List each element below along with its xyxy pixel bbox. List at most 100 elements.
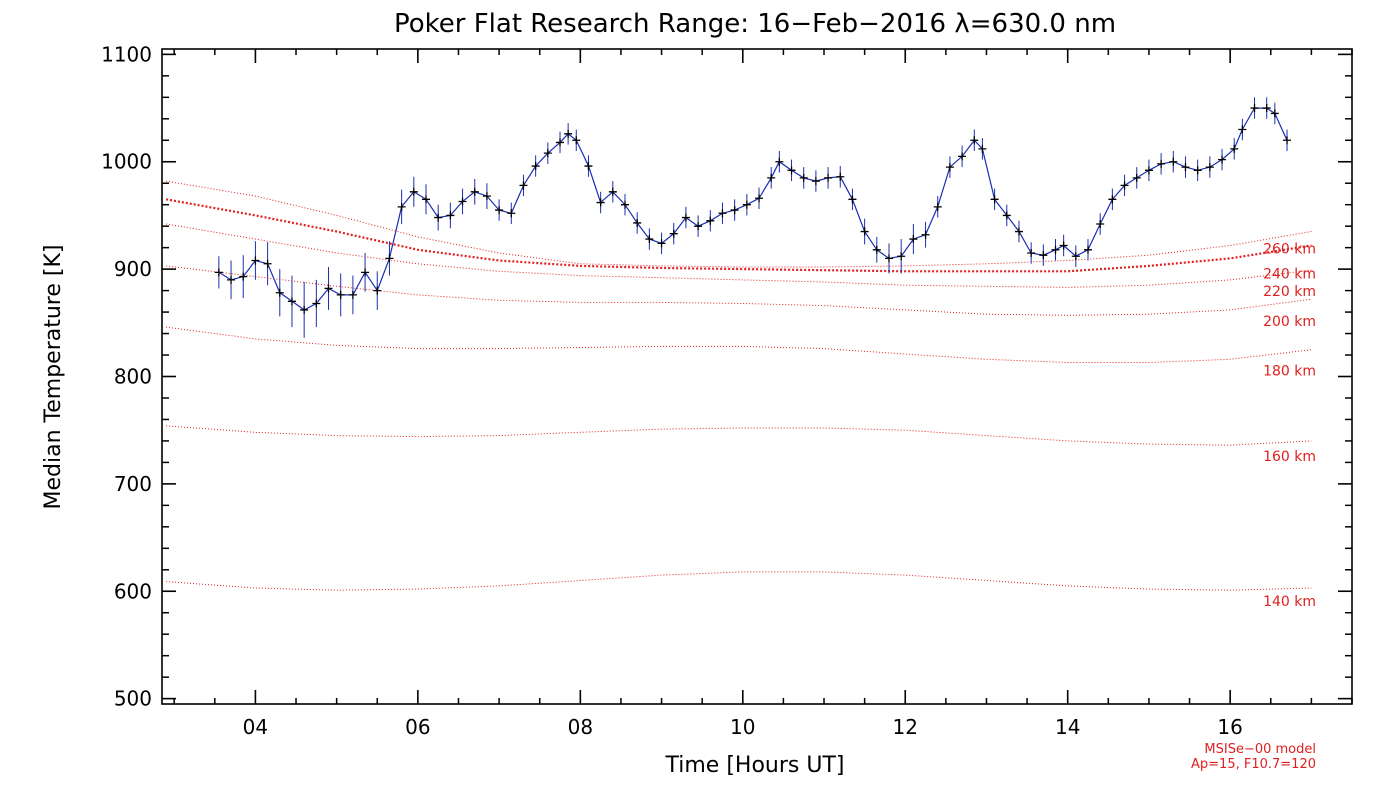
data-point: [564, 129, 573, 138]
data-point: [348, 290, 357, 299]
data-point: [531, 162, 540, 171]
data-point: [446, 211, 455, 220]
data-point: [1157, 159, 1166, 168]
model-curve-label: 200 km: [1263, 314, 1316, 330]
data-point: [1108, 195, 1117, 204]
data-point: [1238, 125, 1247, 134]
data-point: [860, 227, 869, 236]
data-point: [933, 202, 942, 211]
plot-frame: [161, 48, 1353, 705]
data-point: [1181, 163, 1190, 172]
model-curve-label: 180 km: [1263, 363, 1316, 379]
data-point: [1059, 241, 1068, 250]
data-point: [227, 275, 236, 284]
data-point: [730, 206, 739, 215]
data-point: [990, 195, 999, 204]
data-point: [824, 173, 833, 182]
data-point: [872, 245, 881, 254]
data-point: [397, 202, 406, 211]
data-point: [324, 284, 333, 293]
data-point: [596, 198, 605, 207]
data-point: [421, 195, 430, 204]
data-point: [470, 187, 479, 196]
data-point: [897, 252, 906, 261]
data-point: [884, 254, 893, 263]
data-point: [787, 166, 796, 175]
data-point: [409, 187, 418, 196]
data-point: [836, 172, 845, 181]
y-tick-label: 700: [114, 472, 152, 496]
data-point: [507, 209, 516, 218]
data-point: [921, 230, 930, 239]
data-point: [945, 163, 954, 172]
data-point: [621, 200, 630, 209]
data-point: [1230, 144, 1239, 153]
data-point: [287, 297, 296, 306]
y-tick-label: 900: [114, 257, 152, 281]
data-point: [1027, 249, 1036, 258]
data-point: [1144, 166, 1153, 175]
data-point: [1262, 104, 1271, 113]
data-point: [239, 272, 248, 281]
x-tick-labels: 04 06 08 10 12 14 16: [243, 715, 1243, 739]
y-axis-title: Median Temperature [K]: [41, 245, 66, 510]
x-tick-label: 06: [405, 715, 430, 739]
model-curve: [166, 571, 1312, 591]
data-point: [1051, 245, 1060, 254]
data-point: [458, 197, 467, 206]
data-point: [970, 136, 979, 145]
y-tick-label: 600: [114, 579, 152, 603]
data-point: [1120, 181, 1129, 190]
data-point: [434, 213, 443, 222]
data-point: [385, 254, 394, 263]
data-point: [669, 229, 678, 238]
data-point: [681, 213, 690, 222]
data-line: [218, 107, 1288, 311]
model-note-line1: MSISe−00 model: [1204, 742, 1316, 757]
model-curve: [166, 180, 1312, 268]
x-axis-title: Time [Hours UT]: [665, 753, 845, 778]
x-tick-label: 10: [730, 715, 755, 739]
data-point: [1250, 104, 1259, 113]
data-point: [1071, 252, 1080, 261]
data-point: [373, 286, 382, 295]
data-point: [909, 235, 918, 244]
data-point: [1205, 163, 1214, 172]
model-curves: [165, 180, 1312, 591]
data-point: [1169, 157, 1178, 166]
data-point: [1270, 109, 1279, 118]
data-point: [251, 256, 260, 265]
data-point: [300, 305, 309, 314]
data-point: [556, 138, 565, 147]
data-point: [799, 173, 808, 182]
data-point: [706, 216, 715, 225]
data-point: [1084, 245, 1093, 254]
data-point: [1218, 155, 1227, 164]
model-curve: [166, 425, 1312, 446]
data-point: [645, 235, 654, 244]
data-point: [1039, 251, 1048, 260]
data-point: [718, 209, 727, 218]
model-curve-label: 140 km: [1263, 594, 1316, 610]
data-point: [361, 268, 370, 277]
minor-ticks: [162, 49, 1353, 704]
data-point: [495, 206, 504, 215]
data-point: [633, 218, 642, 227]
data-point: [657, 239, 666, 248]
data-point: [1283, 136, 1292, 145]
data-point: [755, 194, 764, 203]
data-point: [978, 144, 987, 153]
data-point: [275, 288, 284, 297]
model-curve-label: 240 km: [1263, 266, 1316, 282]
data-point: [1132, 173, 1141, 182]
data-point: [1193, 166, 1202, 175]
model-curve: [166, 326, 1312, 363]
data-point: [1002, 211, 1011, 220]
data-point: [214, 268, 223, 277]
data-point: [694, 222, 703, 231]
measured-series: [214, 97, 1292, 338]
x-tick-label: 14: [1055, 715, 1080, 739]
data-point: [811, 177, 820, 186]
data-point: [572, 136, 581, 145]
